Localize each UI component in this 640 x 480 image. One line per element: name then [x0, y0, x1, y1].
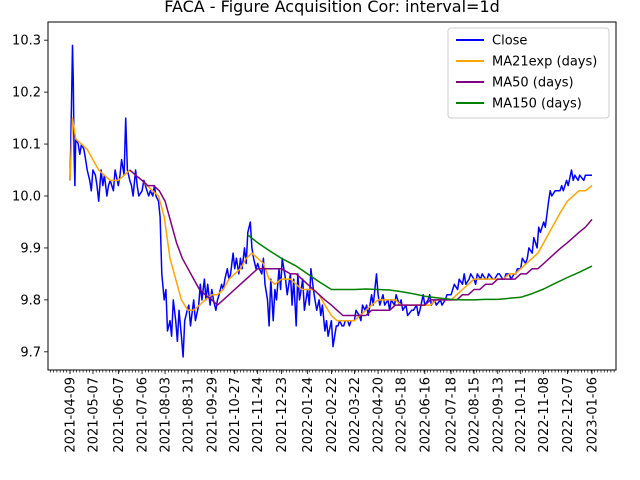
legend-box [447, 27, 610, 119]
series-line-1 [69, 117, 593, 322]
x-tick-label: 2021-08-31 [182, 377, 197, 453]
y-tick-label: 10.1 [12, 138, 41, 153]
y-tick-label: 9.8 [20, 293, 41, 308]
x-tick-label: 2023-01-06 [586, 377, 601, 453]
y-tick-label: 9.7 [20, 345, 41, 360]
x-tick-label: 2022-11-08 [537, 377, 552, 453]
series-line-3 [247, 234, 593, 301]
y-tick-label: 10.0 [12, 190, 41, 205]
x-tick-label: 2022-03-22 [348, 377, 363, 453]
x-tick-label: 2022-01-24 [301, 377, 316, 453]
legend-label-0: Close [492, 34, 527, 49]
plot-lines [69, 44, 593, 358]
legend-label-3: MA150 (days) [492, 97, 582, 112]
x-tick-label: 2021-05-07 [86, 377, 101, 453]
x-tick-label: 2021-06-07 [112, 377, 127, 453]
legend-label-1: MA21exp (days) [492, 55, 597, 70]
x-tick-label: 2021-11-24 [251, 377, 266, 453]
y-axis: 9.7 9.8 9.9 10.0 10.1 10.2 10.3 [12, 34, 48, 360]
x-minor-ticks [49, 370, 615, 373]
x-tick-label: 2022-06-16 [418, 377, 433, 453]
x-tick-label: 2021-10-27 [228, 377, 243, 453]
x-tick-label: 2022-08-15 [467, 377, 482, 453]
x-tick-label: 2022-04-20 [372, 377, 387, 453]
chart-title: FACA - Figure Acquisition Cor: interval=… [164, 0, 500, 16]
y-tick-label: 9.9 [20, 241, 41, 256]
x-tick-label: 2022-02-22 [325, 377, 340, 453]
x-tick-label: 2022-05-18 [395, 377, 410, 453]
x-tick-label: 2022-07-18 [445, 377, 460, 453]
y-tick-label: 10.2 [12, 86, 41, 101]
x-tick-label: 2022-12-07 [561, 377, 576, 453]
x-tick-label: 2021-04-09 [64, 377, 79, 453]
x-tick-label: 2021-09-29 [205, 377, 220, 453]
x-tick-label: 2021-07-06 [136, 377, 151, 453]
legend-label-2: MA50 (days) [492, 76, 574, 91]
y-tick-label: 10.3 [12, 34, 41, 49]
x-tick-label: 2021-12-23 [275, 377, 290, 453]
x-axis: 2021-04-09 2021-05-07 2021-06-07 2021-07-06… [64, 370, 601, 453]
legend: Close MA21exp (days) MA50 (days) MA150 (day… [447, 27, 610, 119]
x-tick-label: 2022-09-13 [491, 377, 506, 453]
series-line-2 [129, 169, 593, 317]
x-tick-label: 2021-08-03 [159, 377, 174, 453]
x-tick-label: 2022-10-11 [514, 377, 529, 453]
